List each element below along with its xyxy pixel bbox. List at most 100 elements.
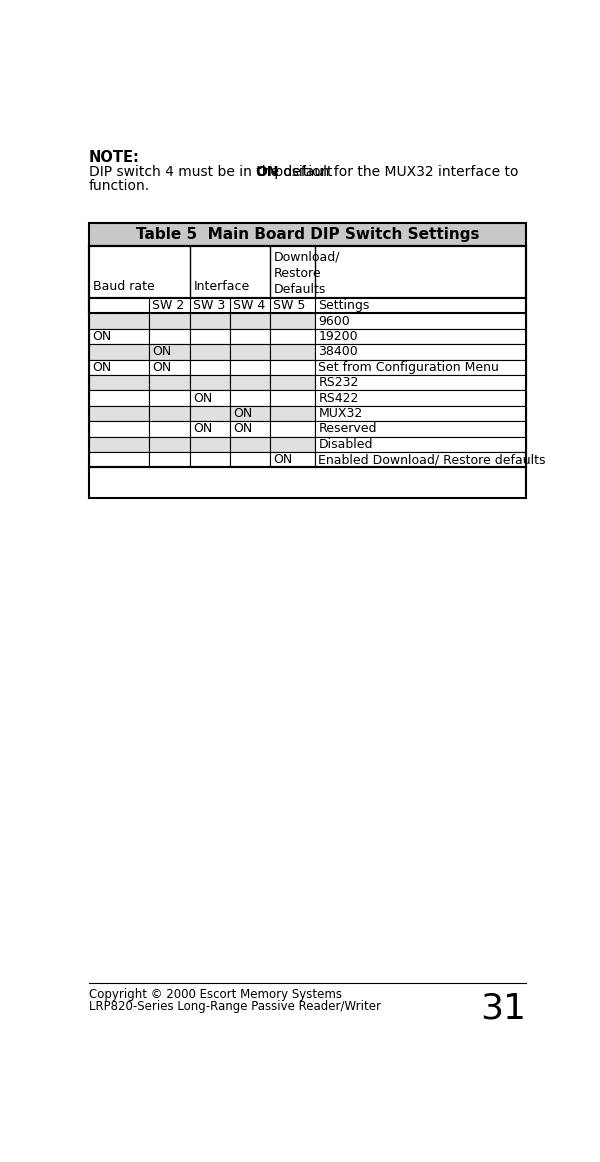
Text: ON: ON: [92, 330, 112, 343]
Bar: [89, 360, 149, 375]
Bar: [149, 375, 190, 390]
Bar: [271, 329, 315, 344]
Text: Table 5  Main Board DIP Switch Settings: Table 5 Main Board DIP Switch Settings: [136, 227, 479, 242]
Text: 9600: 9600: [319, 315, 350, 328]
Text: Baud rate: Baud rate: [93, 280, 155, 294]
Bar: [230, 329, 271, 344]
Text: ON: ON: [193, 392, 212, 404]
Bar: [315, 452, 526, 467]
Bar: [271, 314, 315, 329]
Bar: [190, 360, 230, 375]
Text: Download/
Restore
Defaults: Download/ Restore Defaults: [274, 250, 340, 296]
Text: 31: 31: [480, 991, 526, 1025]
Text: NOTE:: NOTE:: [89, 150, 140, 165]
Bar: [230, 406, 271, 422]
Text: Enabled Download/ Restore defaults: Enabled Download/ Restore defaults: [319, 453, 546, 466]
Bar: [89, 223, 526, 245]
Bar: [89, 390, 149, 406]
Text: 19200: 19200: [319, 330, 358, 343]
Bar: [149, 452, 190, 467]
Bar: [271, 360, 315, 375]
Bar: [149, 422, 190, 437]
Bar: [315, 329, 526, 344]
Bar: [89, 245, 526, 467]
Bar: [89, 245, 526, 299]
Text: ON: ON: [274, 453, 293, 466]
Bar: [230, 390, 271, 406]
Bar: [89, 314, 149, 329]
Text: SW 4: SW 4: [233, 300, 265, 313]
Bar: [89, 329, 149, 344]
Bar: [89, 406, 149, 422]
Text: Disabled: Disabled: [319, 438, 373, 451]
Text: ON: ON: [255, 165, 278, 179]
Bar: [230, 452, 271, 467]
Text: SW 2: SW 2: [152, 300, 185, 313]
Bar: [271, 390, 315, 406]
Text: 38400: 38400: [319, 345, 358, 358]
Text: ON: ON: [193, 423, 212, 436]
Bar: [89, 299, 526, 314]
Bar: [315, 390, 526, 406]
Text: MUX32: MUX32: [319, 407, 362, 419]
Bar: [315, 406, 526, 422]
Bar: [190, 375, 230, 390]
Bar: [190, 422, 230, 437]
Text: ON: ON: [233, 407, 253, 419]
Bar: [89, 375, 149, 390]
Text: Set from Configuration Menu: Set from Configuration Menu: [319, 361, 499, 374]
Bar: [149, 329, 190, 344]
Bar: [315, 360, 526, 375]
Text: Settings: Settings: [319, 300, 370, 313]
Text: RS232: RS232: [319, 376, 359, 389]
Bar: [230, 422, 271, 437]
Bar: [230, 437, 271, 452]
Text: ON: ON: [92, 361, 112, 374]
Bar: [315, 375, 526, 390]
Text: ON: ON: [152, 345, 172, 358]
Bar: [149, 314, 190, 329]
Bar: [230, 344, 271, 360]
Text: SW 3: SW 3: [193, 300, 225, 313]
Text: position for the MUX32 interface to: position for the MUX32 interface to: [271, 165, 519, 179]
Bar: [271, 452, 315, 467]
Text: DIP switch 4 must be in the default: DIP switch 4 must be in the default: [89, 165, 337, 179]
Text: function.: function.: [89, 179, 150, 193]
Bar: [230, 314, 271, 329]
Bar: [89, 422, 149, 437]
Bar: [149, 360, 190, 375]
Bar: [89, 437, 149, 452]
Bar: [271, 375, 315, 390]
Bar: [149, 406, 190, 422]
Bar: [190, 452, 230, 467]
Text: SW 5: SW 5: [274, 300, 306, 313]
Bar: [190, 314, 230, 329]
Text: Interface: Interface: [194, 280, 250, 294]
Bar: [190, 406, 230, 422]
Bar: [271, 344, 315, 360]
Bar: [190, 437, 230, 452]
Bar: [271, 406, 315, 422]
Text: ON: ON: [233, 423, 253, 436]
Bar: [230, 375, 271, 390]
Text: ON: ON: [152, 361, 172, 374]
Bar: [89, 467, 526, 498]
Text: Reserved: Reserved: [319, 423, 377, 436]
Bar: [149, 390, 190, 406]
Bar: [315, 437, 526, 452]
Bar: [149, 437, 190, 452]
Text: RS422: RS422: [319, 392, 359, 404]
Bar: [271, 437, 315, 452]
Bar: [190, 390, 230, 406]
Text: LRP820-Series Long-Range Passive Reader/Writer: LRP820-Series Long-Range Passive Reader/…: [89, 999, 381, 1012]
Bar: [230, 360, 271, 375]
Bar: [149, 344, 190, 360]
Bar: [315, 314, 526, 329]
Bar: [190, 344, 230, 360]
Bar: [89, 452, 149, 467]
Bar: [89, 344, 149, 360]
Bar: [315, 422, 526, 437]
Text: Copyright © 2000 Escort Memory Systems: Copyright © 2000 Escort Memory Systems: [89, 988, 342, 1000]
Bar: [315, 344, 526, 360]
Bar: [190, 329, 230, 344]
